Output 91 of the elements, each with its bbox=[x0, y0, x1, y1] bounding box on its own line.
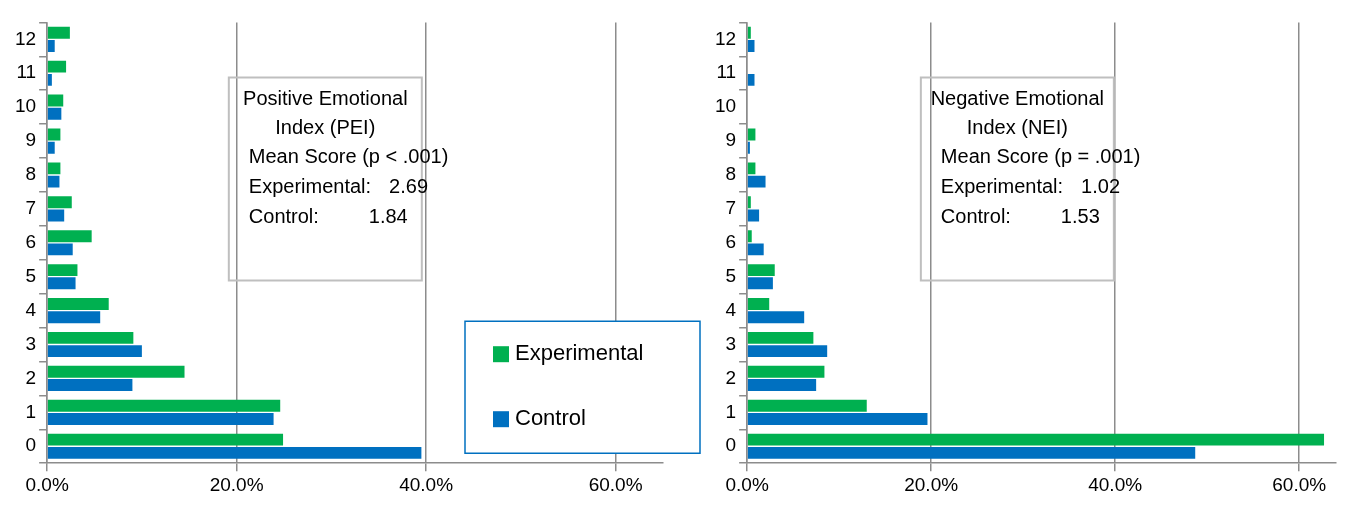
text: Control: 1.84 bbox=[248, 204, 408, 227]
y-tick-label: 6 bbox=[725, 231, 737, 253]
bar bbox=[747, 277, 773, 290]
bar bbox=[747, 379, 817, 391]
bar bbox=[747, 26, 751, 39]
x-tick-label: 60.0% bbox=[588, 473, 643, 495]
bar bbox=[747, 243, 764, 256]
bar bbox=[747, 73, 755, 86]
bar bbox=[47, 331, 134, 344]
bar bbox=[47, 399, 281, 412]
bar bbox=[747, 298, 770, 310]
y-tick-label: 10 bbox=[14, 95, 37, 117]
bar bbox=[747, 209, 760, 222]
bar bbox=[47, 365, 185, 378]
y-tick-label: 4 bbox=[25, 298, 37, 320]
bar bbox=[747, 175, 766, 188]
y-tick-label: 9 bbox=[25, 129, 37, 151]
bar bbox=[747, 413, 928, 425]
bar bbox=[747, 40, 755, 52]
x-tick-label: 40.0% bbox=[1088, 473, 1143, 495]
bar bbox=[47, 94, 64, 107]
bar bbox=[47, 175, 60, 188]
y-tick-label: 7 bbox=[725, 197, 737, 219]
annotation: Negative Emotional Index (NEI) bbox=[930, 86, 1105, 138]
y-tick-label: 5 bbox=[725, 264, 737, 286]
y-tick-label: 12 bbox=[714, 27, 737, 49]
x-tick-label: 60.0% bbox=[1272, 473, 1327, 495]
bar bbox=[47, 277, 76, 290]
annotation: Experimental: 2.69 bbox=[248, 174, 429, 197]
bar bbox=[747, 141, 750, 154]
bar bbox=[47, 26, 70, 39]
text: Control: 1.53 bbox=[940, 204, 1100, 227]
y-tick-label: 2 bbox=[725, 366, 737, 388]
annotation: Experimental: 1.02 bbox=[940, 174, 1121, 197]
bar bbox=[747, 264, 775, 277]
y-tick-label: 4 bbox=[725, 298, 737, 320]
bar bbox=[747, 196, 751, 209]
x-tick-label: 20.0% bbox=[209, 473, 264, 495]
y-tick-label: 1 bbox=[725, 400, 737, 422]
y-tick-label: 3 bbox=[25, 332, 37, 354]
annotation: Positive Emotional Index (PEI) bbox=[243, 86, 408, 138]
bar bbox=[747, 433, 1325, 446]
legend-label: Control bbox=[515, 405, 586, 431]
y-tick-label: 0 bbox=[725, 434, 737, 456]
bar bbox=[47, 209, 65, 222]
bar bbox=[47, 413, 274, 425]
bar bbox=[747, 230, 752, 243]
y-tick-label: 8 bbox=[25, 163, 37, 185]
bar bbox=[47, 298, 109, 310]
annotation: Mean Score (p < .001) bbox=[248, 144, 449, 167]
bar bbox=[747, 331, 814, 344]
y-tick-label: 8 bbox=[725, 163, 737, 185]
bar bbox=[47, 60, 67, 73]
bar bbox=[47, 107, 62, 120]
bar bbox=[747, 311, 805, 324]
bar bbox=[47, 379, 133, 391]
bar bbox=[47, 243, 73, 256]
bar bbox=[747, 446, 1196, 459]
x-tick-label: 40.0% bbox=[399, 473, 454, 495]
y-tick-label: 6 bbox=[25, 231, 37, 253]
bar bbox=[47, 73, 52, 86]
bar bbox=[47, 311, 101, 324]
bar bbox=[47, 162, 61, 175]
x-tick-label: 0.0% bbox=[725, 473, 769, 495]
x-tick-label: 20.0% bbox=[904, 473, 959, 495]
bar bbox=[47, 230, 92, 243]
bar bbox=[47, 141, 55, 154]
bar bbox=[47, 196, 72, 209]
y-tick-label: 12 bbox=[14, 27, 37, 49]
bar bbox=[47, 40, 55, 52]
bar bbox=[747, 345, 828, 358]
legend-label: Experimental bbox=[515, 340, 644, 366]
bar bbox=[747, 399, 867, 412]
y-tick-label: 7 bbox=[25, 197, 37, 219]
y-tick-label: 10 bbox=[714, 95, 737, 117]
y-tick-label: 11 bbox=[716, 61, 737, 83]
y-tick-label: 5 bbox=[25, 264, 37, 286]
bar bbox=[747, 162, 756, 175]
y-tick-label: 1 bbox=[25, 400, 37, 422]
bar bbox=[47, 345, 142, 358]
y-tick-label: 3 bbox=[725, 332, 737, 354]
y-tick-label: 0 bbox=[25, 434, 37, 456]
bar bbox=[47, 433, 284, 446]
y-tick-label: 9 bbox=[725, 129, 737, 151]
y-tick-label: 11 bbox=[16, 61, 37, 83]
bar bbox=[747, 365, 825, 378]
annotation: Mean Score (p = .001) bbox=[940, 144, 1141, 167]
bar bbox=[47, 446, 422, 459]
bar bbox=[47, 264, 78, 277]
y-tick-label: 2 bbox=[25, 366, 37, 388]
x-tick-label: 0.0% bbox=[25, 473, 69, 495]
